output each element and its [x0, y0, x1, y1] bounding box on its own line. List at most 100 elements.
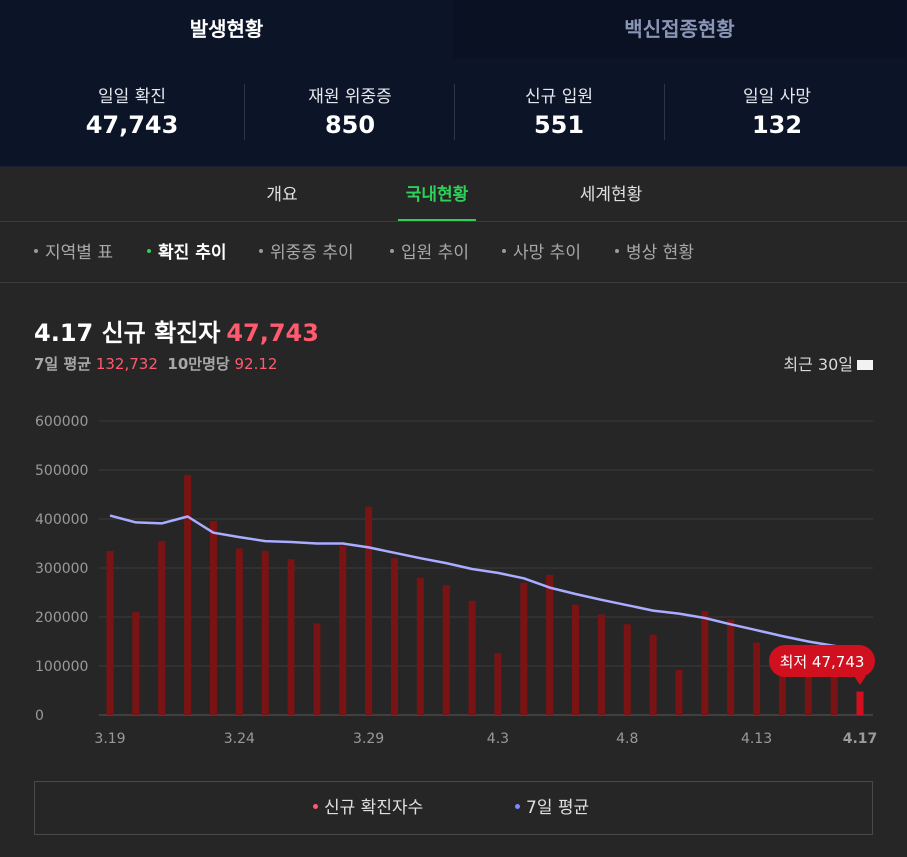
- stat-label: 신규 입원: [525, 87, 593, 107]
- bar: [701, 611, 709, 715]
- legend-dot-icon: [515, 803, 520, 809]
- chip-label: 지역별 표: [45, 243, 113, 263]
- legend-item-new-cases: 신규 확진자수: [313, 782, 423, 834]
- x-tick-label: 3.29: [353, 731, 384, 747]
- y-tick-label: 0: [35, 708, 44, 724]
- tab-domestic[interactable]: 국내현황: [398, 168, 476, 221]
- x-tick-label: 4.13: [741, 731, 772, 747]
- stat-value: 551: [533, 111, 585, 139]
- bar: [753, 642, 761, 715]
- bar: [494, 653, 502, 715]
- bar: [623, 624, 631, 715]
- stats-row: 일일 확진 47,743 재원 위중증 850 신규 입원 551 일일 사망 …: [0, 58, 907, 166]
- bullet-icon: [147, 249, 151, 253]
- bar: [856, 691, 864, 715]
- main-tabs: 발생현황 백신접종현황: [0, 0, 907, 58]
- headline-title: 4.17 신규 확진자: [34, 319, 221, 347]
- per-capita-label: 10만명당: [167, 355, 230, 373]
- chip-critical-trend[interactable]: 위중증 추이: [259, 223, 354, 283]
- chip-label: 확진 추이: [158, 243, 227, 263]
- bar: [106, 550, 114, 715]
- bar: [416, 577, 424, 715]
- top-summary-panel: 발생현황 백신접종현황 일일 확진 47,743 재원 위중증 850 신규 입…: [0, 0, 907, 167]
- bar: [649, 634, 657, 715]
- bar: [339, 545, 347, 715]
- range-label: 최근 30일: [783, 355, 853, 374]
- bar: [468, 600, 476, 715]
- y-tick-label: 600000: [35, 414, 88, 430]
- legend-item-7day-avg: 7일 평균: [515, 782, 589, 834]
- tooltip-label: 최저 47,743: [780, 653, 865, 671]
- x-tick-label: 3.19: [94, 731, 125, 747]
- bar: [132, 612, 140, 715]
- bar: [287, 559, 295, 715]
- chart-summary: 7일 평균 132,732 10만명당 92.12: [34, 353, 277, 374]
- bar: [675, 669, 683, 715]
- y-tick-label: 100000: [35, 659, 88, 675]
- bullet-icon: [390, 249, 394, 253]
- y-tick-label: 400000: [35, 512, 88, 528]
- tab-vaccination-status[interactable]: 백신접종현황: [453, 0, 906, 58]
- tab-overview[interactable]: 개요: [266, 185, 298, 205]
- bar: [261, 550, 269, 715]
- stat-value: 850: [324, 111, 376, 139]
- bar: [313, 623, 321, 715]
- chart-legend: 신규 확진자수 7일 평균: [34, 781, 873, 835]
- chart-headline: 4.17 신규 확진자 47,743: [34, 313, 319, 348]
- tooltip-pointer: [854, 676, 866, 685]
- chip-death-trend[interactable]: 사망 추이: [502, 223, 581, 283]
- bar: [520, 582, 528, 715]
- tab-outbreak-status[interactable]: 발생현황: [0, 0, 453, 58]
- chip-label: 병상 현황: [626, 243, 694, 263]
- stat-label: 일일 확진: [98, 87, 166, 107]
- bar: [184, 474, 192, 715]
- divider: [664, 84, 665, 140]
- stat-daily-deaths: 일일 사망 132: [672, 58, 882, 166]
- tab-world[interactable]: 세계현황: [579, 185, 643, 205]
- divider: [244, 84, 245, 140]
- bar: [727, 619, 735, 715]
- bar: [597, 614, 605, 715]
- chip-label: 사망 추이: [513, 243, 581, 263]
- bar: [442, 585, 450, 715]
- bullet-icon: [615, 249, 619, 253]
- avg-label: 7일 평균: [34, 355, 92, 373]
- chip-region-table[interactable]: 지역별 표: [34, 223, 113, 283]
- bar: [209, 520, 217, 715]
- bullet-icon: [502, 249, 506, 253]
- section-tabs: 개요 국내현황 세계현황: [0, 168, 907, 222]
- stat-value: 47,743: [85, 111, 179, 139]
- legend-dot-icon: [313, 803, 318, 809]
- bar: [546, 574, 554, 715]
- bar: [158, 541, 166, 715]
- stat-critical: 재원 위중증 850: [245, 58, 455, 166]
- stat-daily-confirmed: 일일 확진 47,743: [27, 58, 237, 166]
- bar: [804, 662, 812, 715]
- tooltip-bubble: [769, 645, 875, 677]
- chip-admission-trend[interactable]: 입원 추이: [390, 223, 469, 283]
- chip-label: 위중증 추이: [270, 243, 354, 263]
- confirmed-cases-chart: 600000 500000 400000 300000 200000 100000 0 3.1…: [35, 414, 878, 747]
- divider: [454, 84, 455, 140]
- stat-value: 132: [751, 111, 803, 139]
- bullet-icon: [259, 249, 263, 253]
- chip-confirmed-trend[interactable]: 확진 추이: [147, 223, 226, 283]
- avg-value: 132,732: [95, 355, 158, 373]
- stat-label: 재원 위중증: [308, 87, 392, 107]
- x-tick-label: 4.8: [616, 731, 638, 747]
- avg-line: [109, 514, 861, 652]
- x-tick-label: 3.24: [224, 731, 255, 747]
- chip-label: 입원 추이: [401, 243, 469, 263]
- bar: [778, 657, 786, 715]
- y-tick-label: 300000: [35, 561, 88, 577]
- chart-type-chips: 지역별 표 확진 추이 위중증 추이 입원 추이 사망 추이 병상 현황: [0, 223, 907, 283]
- chip-bed-status[interactable]: 병상 현황: [615, 223, 694, 283]
- x-tick-label: 4.3: [487, 731, 509, 747]
- y-tick-label: 200000: [35, 610, 88, 626]
- headline-value: 47,743: [226, 319, 319, 347]
- bar: [830, 669, 838, 715]
- bar: [365, 506, 373, 715]
- x-tick-label: 4.17: [843, 731, 878, 747]
- per-capita-value: 92.12: [234, 355, 278, 373]
- range-dropdown[interactable]: 최근 30일: [783, 351, 873, 375]
